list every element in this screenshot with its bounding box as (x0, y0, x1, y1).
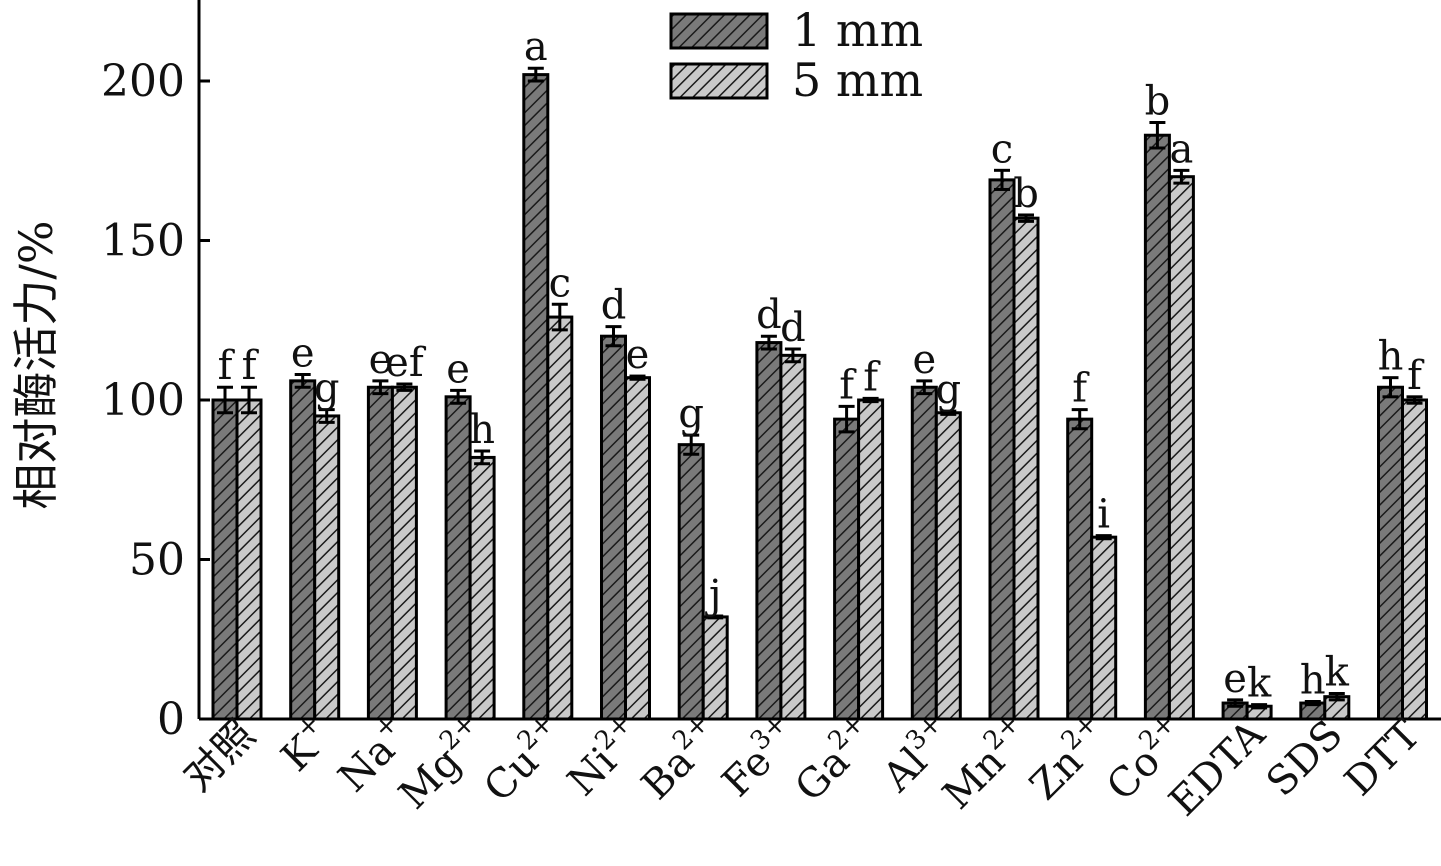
significance-letter: e (626, 332, 650, 378)
significance-letter: d (601, 283, 627, 329)
bar-series2 (1401, 398, 1428, 721)
bar-series1 (1143, 133, 1171, 721)
x-tick-label: DTT (1336, 711, 1430, 805)
significance-letter: j (705, 572, 721, 618)
bar-series2 (313, 414, 341, 721)
bar-series1 (289, 379, 317, 721)
bar-series2 (546, 315, 574, 721)
significance-letter: k (1325, 649, 1350, 695)
y-axis-label: 相对酶活力/% (9, 220, 63, 509)
significance-letter: i (1097, 492, 1110, 538)
x-tick-label: 对照 (175, 712, 264, 801)
y-tick-label: 150 (101, 216, 185, 267)
legend: 1 mm5 mm (669, 3, 923, 107)
bar-series1 (755, 341, 783, 721)
legend-label: 5 mm (792, 53, 923, 107)
significance-letter: c (549, 260, 571, 306)
significance-letter: e (369, 337, 393, 383)
bar-series1 (833, 417, 861, 721)
significance-letter: c (991, 126, 1013, 172)
bar-series2 (390, 385, 418, 721)
y-tick-label: 0 (157, 694, 185, 745)
significance-letter: g (935, 367, 961, 413)
bar-series1 (677, 443, 705, 721)
significance-letter: h (1378, 334, 1404, 380)
significance-letter: e (1223, 656, 1247, 702)
bar-series2 (235, 398, 263, 721)
legend-swatch (669, 62, 769, 100)
significance-letter: a (1169, 126, 1193, 172)
bar-series1 (211, 398, 239, 721)
bar-series2 (701, 615, 729, 721)
x-tick-label: Ba2+ (629, 708, 730, 809)
x-tick-labels: 对照 K+Na+Mg2+Cu2+Ni2+Ba2+Fe3+Ga2+Al3+Mn2+Z… (175, 708, 1430, 825)
x-tick-label: Cu2+ (472, 708, 575, 811)
significance-letter: b (1145, 78, 1171, 124)
bar-series2 (779, 353, 807, 721)
significance-letter: h (1300, 657, 1326, 703)
legend-swatch (669, 12, 769, 50)
bar-series2 (468, 455, 496, 721)
significance-letter: e (912, 337, 936, 383)
bar-series1 (366, 385, 394, 721)
x-tick-label: Mg2+ (387, 708, 497, 818)
significance-letter: f (839, 362, 857, 408)
bar-series2 (857, 398, 885, 721)
bar-series1 (1377, 385, 1404, 721)
significance-letter: k (1247, 661, 1272, 707)
y-tick-label: 50 (129, 535, 185, 586)
bar-series2 (934, 411, 962, 721)
bar-series2 (624, 376, 651, 721)
significance-letter: d (780, 305, 806, 351)
y-tick-label: 200 (101, 56, 185, 107)
bar-series2 (1012, 216, 1040, 721)
significance-letter: b (1013, 171, 1039, 217)
significance-letter: g (314, 366, 340, 412)
bar-series1 (988, 178, 1016, 721)
significance-letter: d (756, 292, 782, 338)
significance-letter: ef (385, 340, 427, 386)
bar-series1 (1066, 417, 1094, 721)
significance-letter: f (242, 343, 260, 389)
significance-letter: f (218, 343, 236, 389)
x-tick-label: Ni2+ (556, 708, 653, 805)
significance-letter: e (291, 330, 315, 376)
legend-label: 1 mm (792, 3, 923, 57)
bar-series1 (600, 334, 627, 721)
significance-letter: f (1072, 366, 1090, 412)
x-tick-label: Ga2+ (783, 708, 886, 811)
significance-letter: f (1407, 353, 1425, 399)
significance-letter: g (678, 391, 704, 437)
x-tick-label: Zn2+ (1018, 708, 1119, 809)
bar-series1 (444, 395, 472, 721)
x-tick-label: SDS (1258, 712, 1352, 806)
bar-series1 (910, 385, 938, 721)
x-tick-label: Mn2+ (931, 708, 1041, 818)
y-tick-label: 100 (101, 375, 185, 426)
bar-series1 (522, 73, 550, 721)
significance-letter: f (863, 354, 881, 400)
bar-series2 (1167, 175, 1195, 721)
x-tick-label: Fe3+ (710, 708, 808, 806)
significance-letter: h (469, 407, 495, 453)
bar-series2 (1090, 535, 1118, 721)
significance-letter: e (446, 346, 470, 392)
significance-letter: a (524, 24, 548, 70)
